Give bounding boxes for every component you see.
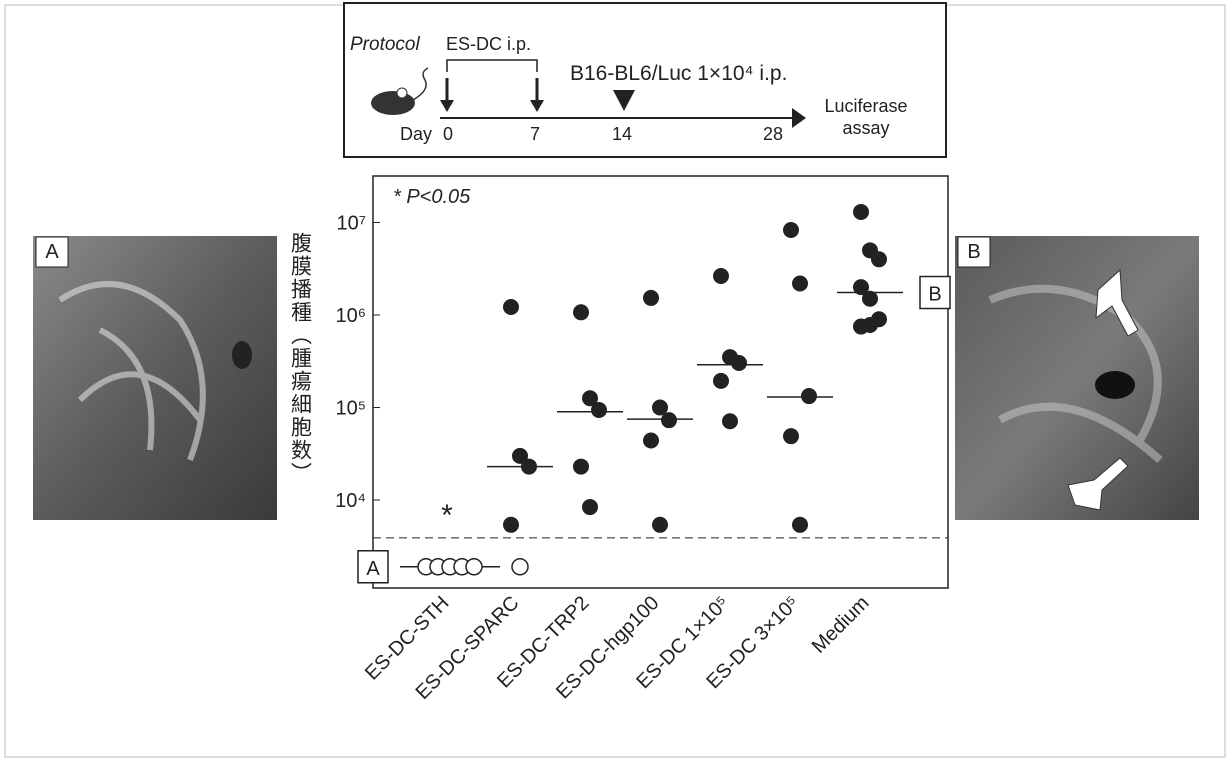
data-point [652,399,668,416]
photo-arrow [1095,268,1139,337]
panel-label-box [35,236,69,268]
data-point [582,390,598,407]
data-point [652,516,668,533]
day: 7 [530,124,540,144]
data-point [722,413,738,430]
data-point [801,388,817,405]
data-point [643,432,659,449]
data-point [573,458,589,475]
plot-area [372,175,949,589]
data-point [862,316,878,333]
photo-arrow [1067,457,1129,511]
data-point [792,275,808,292]
data-point [783,428,799,445]
tag-label: B [928,284,941,306]
data-point [853,203,869,220]
y-axis-label: 腹膜播種（腫瘍細胞数） [289,232,313,485]
data-point [573,304,589,321]
mouse-tail [412,67,429,101]
tag-label: A [366,558,380,580]
data-point [853,279,869,296]
day: 14 [612,124,632,144]
photo-texture [1095,371,1135,399]
data-point [783,221,799,238]
photo-b [955,236,1199,520]
challenge-label: B16-BL6/Luc 1×10⁴ i.p. [570,62,787,85]
data-point [713,372,729,389]
data-point [731,354,747,371]
day-label: Day [400,124,432,144]
injection-label: ES-DC i.p. [446,34,531,54]
significance-mark: * [441,499,453,532]
data-point [591,402,607,419]
data-point [871,251,887,268]
day: 0 [443,124,453,144]
photo-texture [232,341,252,369]
arrow-head [440,100,544,112]
undetected-point [465,558,483,576]
data-point [792,516,808,533]
y-tick-label: 10⁶ [336,305,366,327]
mouse-icon [371,91,415,115]
data-point [582,499,598,516]
challenge-marker [613,90,635,111]
data-point [713,267,729,284]
day: 28 [763,124,783,144]
data-point [862,290,878,307]
timeline-head [792,108,806,128]
photo-texture [58,281,206,462]
protocol-box [343,2,947,158]
panel-label: B [967,241,980,263]
data-point [503,299,519,316]
endpoint-label: assay [842,118,889,138]
y-tick-label: 10⁵ [335,398,366,420]
annotation: * P<0.05 [393,186,471,208]
panel-label: A [45,241,59,263]
data-point [521,458,537,475]
y-tick-label: 10⁴ [335,490,366,512]
mouse-ear [396,87,408,99]
tag-box [357,550,389,584]
protocol-title: Protocol [350,34,420,55]
data-point [661,412,677,429]
y-tick-label: 10⁷ [337,212,366,234]
data-point [512,447,528,464]
data-point [643,289,659,306]
panel-label-box [957,236,991,268]
x-tick-label: Medium [808,592,874,658]
bracket [446,59,538,72]
endpoint-label: Luciferase [824,96,907,116]
tag-box [919,275,951,310]
data-point [503,516,519,533]
undetected-point [511,558,529,576]
